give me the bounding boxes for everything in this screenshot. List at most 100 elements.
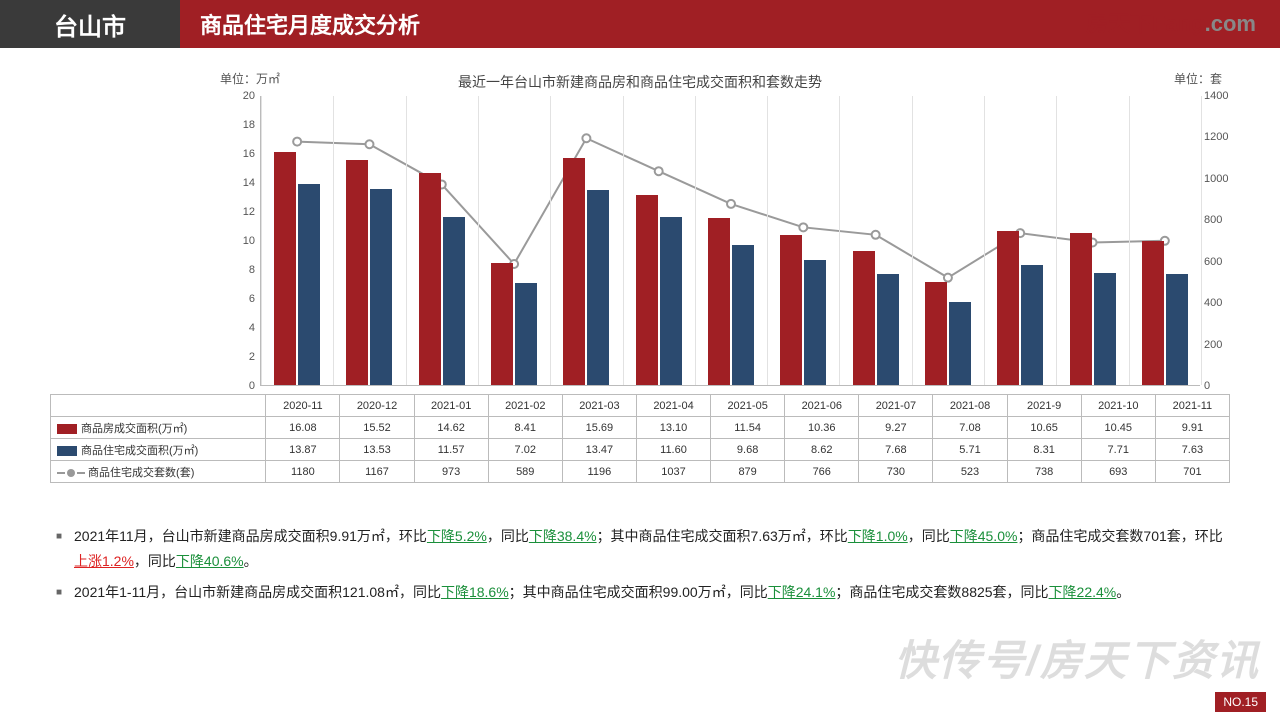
table-cell: 1196 [562,461,636,483]
stat-down: 下降24.1% [768,584,836,600]
gridline [984,96,985,385]
line-marker [727,200,735,208]
bullet-text: ；其中商品住宅成交面积99.00万㎡，同比 [509,584,768,600]
bar-s1 [419,173,441,385]
table-col-header: 2021-06 [785,395,859,417]
bullet-text: ，同比 [134,553,176,569]
table-cell: 16.08 [266,417,340,439]
table-cell: 879 [711,461,785,483]
chart-plot: 0246810121416182002004006008001000120014… [260,96,1200,386]
stat-down: 下降38.4% [529,528,597,544]
table-cell: 523 [933,461,1007,483]
stat-down: 下降40.6% [176,553,244,569]
ytick-right: 400 [1204,297,1240,309]
logo-com: .com [1205,11,1256,36]
bullet-item: 2021年11月，台山市新建商品房成交面积9.91万㎡，环比下降5.2%，同比下… [56,524,1224,574]
bar-s2 [732,245,754,385]
stat-down: 下降45.0% [950,528,1018,544]
table-col-header: 2021-05 [711,395,785,417]
ytick-left: 18 [225,119,255,131]
ytick-right: 1400 [1204,90,1240,102]
line-marker [582,134,590,142]
bullet-text: ，同比 [908,528,950,544]
table-col-header: 2020-12 [340,395,414,417]
table-cell: 9.91 [1155,417,1229,439]
ytick-right: 0 [1204,380,1240,392]
gridline [333,96,334,385]
bullet-text: 。 [244,553,258,569]
gridline [623,96,624,385]
ytick-left: 2 [225,351,255,363]
table-cell: 7.63 [1155,439,1229,461]
stat-up: 上涨1.2% [74,553,134,569]
table-cell: 15.52 [340,417,414,439]
gridline [695,96,696,385]
bullet-text: 2021年11月，台山市新建商品房成交面积9.91万㎡，环比 [74,528,427,544]
gridline [478,96,479,385]
header-city: 台山市 [0,0,180,48]
table-col-header: 2021-07 [859,395,933,417]
gridline [1056,96,1057,385]
bar-s1 [563,158,585,386]
ytick-left: 4 [225,322,255,334]
table-cell: 7.68 [859,439,933,461]
watermark: 快传号/房天下资讯 [894,627,1260,688]
gridline [912,96,913,385]
logo-en: Fang [1152,11,1205,36]
table-col-header: 2021-10 [1081,395,1155,417]
ytick-left: 20 [225,90,255,102]
bar-s2 [1094,273,1116,385]
stat-down: 下降5.2% [427,528,487,544]
table-cell: 8.62 [785,439,859,461]
table-cell: 11.54 [711,417,785,439]
table-cell: 13.87 [266,439,340,461]
ytick-left: 14 [225,177,255,189]
bar-s1 [1142,241,1164,385]
gridline [767,96,768,385]
line-marker [655,167,663,175]
table-col-header: 2021-02 [488,395,562,417]
bar-s1 [346,160,368,385]
table-col-header: 2021-11 [1155,395,1229,417]
axis-label-right: 单位：套 [1174,70,1222,87]
bar-s2 [660,217,682,385]
table-cell: 7.71 [1081,439,1155,461]
ytick-right: 800 [1204,214,1240,226]
table-cell: 13.53 [340,439,414,461]
bar-s2 [370,189,392,385]
ytick-left: 10 [225,235,255,247]
table-cell: 738 [1007,461,1081,483]
bar-s2 [443,217,465,385]
gridline [1129,96,1130,385]
table-cell: 10.45 [1081,417,1155,439]
table-cell: 14.62 [414,417,488,439]
bar-s1 [1070,233,1092,385]
gridline [839,96,840,385]
table-cell: 1037 [636,461,710,483]
line-marker [944,274,952,282]
chart-line-layer [261,96,1201,386]
table-cell: 7.02 [488,439,562,461]
bar-s2 [515,283,537,385]
bar-s2 [587,190,609,385]
analysis-bullets: 2021年11月，台山市新建商品房成交面积9.91万㎡，环比下降5.2%，同比下… [56,524,1224,606]
table-row-header: 商品住宅成交面积(万㎡) [51,439,266,461]
ytick-right: 200 [1204,339,1240,351]
bar-s2 [1166,274,1188,385]
table-cell: 701 [1155,461,1229,483]
ytick-left: 16 [225,148,255,160]
ytick-left: 0 [225,380,255,392]
bar-s2 [877,274,899,385]
bullet-text: ；商品住宅成交套数701套，环比 [1017,528,1222,544]
bar-s2 [949,302,971,385]
table-corner [51,395,266,417]
table-cell: 9.68 [711,439,785,461]
gridline [261,96,262,385]
bar-s2 [1021,265,1043,385]
bar-s1 [925,282,947,385]
table-cell: 10.65 [1007,417,1081,439]
table-cell: 5.71 [933,439,1007,461]
table-cell: 8.41 [488,417,562,439]
ytick-left: 8 [225,264,255,276]
logo-cn: 房天下 [1086,11,1152,36]
